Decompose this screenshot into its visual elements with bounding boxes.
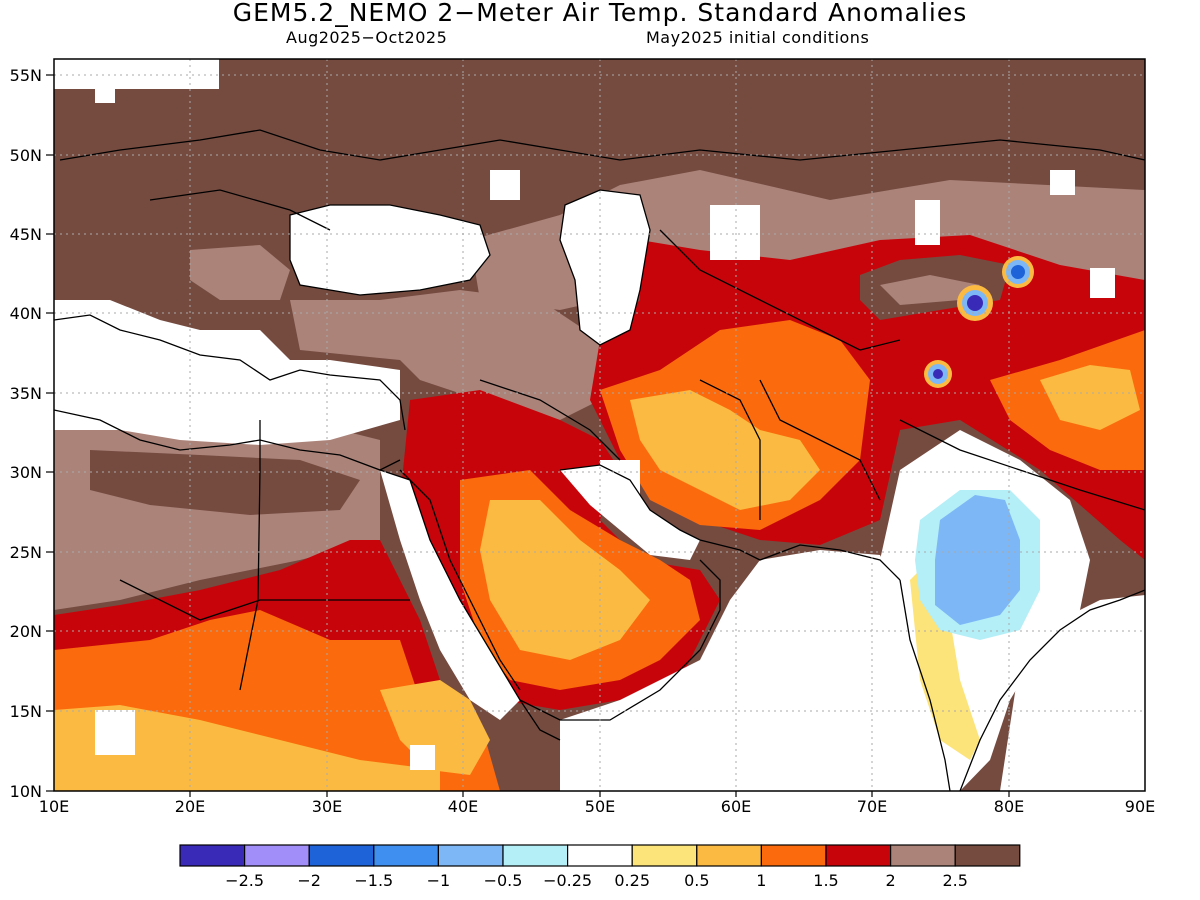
lat-label: 40N (10, 304, 42, 323)
forecast-period: Aug2025−Oct2025 (286, 28, 448, 47)
lon-label: 90E (1125, 797, 1155, 816)
lat-label: 50N (10, 146, 42, 165)
legend-label: 2.5 (942, 871, 967, 890)
legend-swatch (566, 844, 633, 867)
lon-label: 80E (994, 797, 1024, 816)
initial-conditions: May2025 initial conditions (646, 28, 870, 47)
lon-label: 10E (39, 797, 69, 816)
lon-label: 40E (448, 797, 478, 816)
lon-label: 20E (175, 797, 205, 816)
longitude-labels: 10E 20E 30E 40E 50E 60E 70E 80E 90E (39, 797, 1155, 816)
legend-swatch (825, 844, 892, 867)
lat-ticks (46, 74, 54, 792)
legend-swatch (373, 844, 439, 867)
lat-label: 55N (10, 66, 42, 85)
anomaly-fields (54, 59, 1145, 791)
lon-label: 30E (312, 797, 342, 816)
legend-label: 0.25 (614, 871, 650, 890)
lon-ticks (189, 791, 1010, 797)
lat-label: 20N (10, 622, 42, 641)
graticule (54, 59, 1145, 791)
legend-swatch (889, 844, 956, 867)
legend-label: 2 (886, 871, 896, 890)
legend-label: −1.5 (354, 871, 393, 890)
legend-swatch (696, 844, 762, 867)
legend-label: −1 (427, 871, 451, 890)
legend-label: −2 (297, 871, 321, 890)
lon-label: 60E (721, 797, 751, 816)
lon-label: 50E (585, 797, 615, 816)
legend-label: −0.25 (543, 871, 592, 890)
legend-label: 0.5 (684, 871, 709, 890)
lat-label: 30N (10, 463, 42, 482)
legend-swatch (760, 844, 827, 867)
legend-label: 1 (756, 871, 766, 890)
legend-swatch (308, 844, 375, 867)
lat-label: 15N (10, 702, 42, 721)
legend-swatch (179, 844, 246, 867)
lat-label: 45N (10, 225, 42, 244)
legend-swatch (631, 844, 698, 867)
map-title: GEM5.2_NEMO 2−Meter Air Temp. Standard A… (232, 0, 968, 27)
legend-swatch (954, 844, 1021, 867)
legend-swatch (502, 844, 569, 867)
latitude-labels: 55N 50N 45N 40N 35N 30N 25N 20N 15N 10N (10, 66, 42, 801)
coastlines (54, 129, 1145, 791)
lat-label: 10N (10, 782, 42, 801)
legend-label: −2.5 (225, 871, 264, 890)
lon-label: 70E (857, 797, 887, 816)
legend-swatch (244, 844, 310, 867)
lat-label: 25N (10, 543, 42, 562)
legend-label: 1.5 (813, 871, 838, 890)
legend-label: −0.5 (484, 871, 523, 890)
legend-swatch (437, 844, 504, 867)
lat-label: 35N (10, 384, 42, 403)
